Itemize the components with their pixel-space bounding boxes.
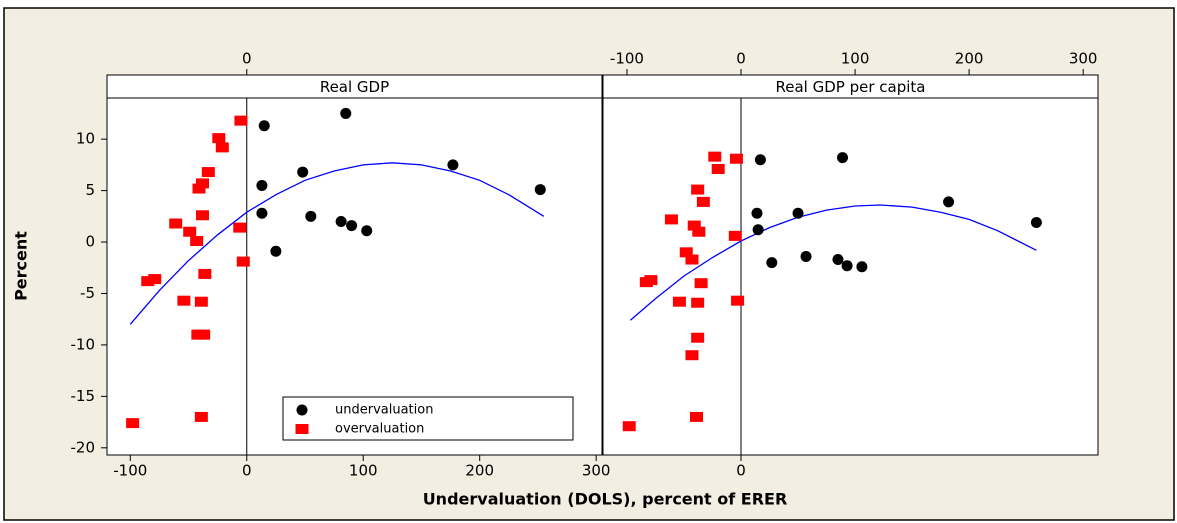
data-point bbox=[1030, 216, 1042, 228]
data-point bbox=[685, 350, 699, 361]
legend-label: overvaluation bbox=[335, 422, 424, 437]
x-tick-label: 0 bbox=[242, 462, 252, 480]
plot-area bbox=[602, 97, 1099, 456]
data-point bbox=[258, 120, 270, 132]
data-point bbox=[692, 226, 706, 237]
data-point bbox=[792, 207, 804, 219]
legend-box bbox=[282, 396, 574, 441]
data-point bbox=[694, 278, 708, 289]
data-point bbox=[126, 418, 140, 429]
data-point bbox=[664, 214, 678, 225]
legend-label: undervaluation bbox=[335, 403, 433, 418]
data-point bbox=[236, 256, 250, 267]
panel-strip bbox=[106, 74, 603, 99]
fit-curve bbox=[129, 162, 545, 325]
panel-strip bbox=[602, 74, 1099, 99]
data-point bbox=[800, 250, 812, 262]
x-tick-label: 0 bbox=[242, 50, 252, 68]
data-point bbox=[233, 222, 247, 233]
legend-marker bbox=[295, 424, 309, 434]
data-point bbox=[832, 254, 844, 266]
data-point bbox=[534, 184, 546, 196]
data-point bbox=[234, 115, 248, 126]
data-point bbox=[361, 225, 373, 237]
panel-title: Real GDP bbox=[320, 78, 389, 96]
data-point bbox=[169, 218, 183, 229]
x-tick-label: 300 bbox=[582, 462, 611, 480]
data-point bbox=[690, 411, 704, 422]
data-point bbox=[190, 236, 204, 247]
data-point bbox=[270, 245, 282, 257]
x-tick-label: 300 bbox=[1069, 50, 1098, 68]
data-point bbox=[194, 296, 208, 307]
y-tick-label: 0 bbox=[85, 233, 95, 251]
data-point bbox=[729, 153, 743, 164]
y-tick-label: 10 bbox=[76, 130, 95, 148]
data-point bbox=[691, 184, 705, 195]
data-point bbox=[201, 167, 215, 178]
data-point bbox=[841, 260, 853, 272]
data-point bbox=[198, 268, 212, 279]
data-point bbox=[215, 142, 229, 153]
data-point bbox=[335, 215, 347, 227]
data-point bbox=[696, 196, 710, 207]
data-point bbox=[297, 166, 309, 178]
data-point bbox=[856, 261, 868, 273]
data-point bbox=[148, 274, 162, 285]
data-point bbox=[751, 207, 763, 219]
x-tick-label: 100 bbox=[349, 462, 378, 480]
data-point bbox=[194, 411, 208, 422]
y-tick-label: -5 bbox=[80, 284, 95, 302]
data-point bbox=[754, 154, 766, 166]
data-point bbox=[622, 421, 636, 432]
data-point bbox=[708, 151, 722, 162]
data-point bbox=[177, 295, 191, 306]
data-point bbox=[346, 220, 358, 232]
x-tick-label: 0 bbox=[736, 462, 746, 480]
x-tick-label: 100 bbox=[841, 50, 870, 68]
x-tick-label: 0 bbox=[736, 50, 746, 68]
data-point bbox=[766, 257, 778, 269]
x-tick-label: 200 bbox=[465, 462, 494, 480]
y-tick-label: -20 bbox=[71, 438, 96, 456]
data-point bbox=[256, 179, 268, 191]
data-point bbox=[672, 296, 686, 307]
data-point bbox=[679, 247, 693, 258]
x-tick-label: -100 bbox=[610, 50, 644, 68]
data-point bbox=[141, 276, 155, 287]
x-tick-label: 200 bbox=[955, 50, 984, 68]
data-point bbox=[687, 220, 701, 231]
data-point bbox=[752, 224, 764, 236]
data-point bbox=[685, 254, 699, 265]
data-point bbox=[197, 329, 211, 340]
panel-title: Real GDP per capita bbox=[776, 78, 926, 96]
data-point bbox=[212, 133, 226, 144]
legend-marker bbox=[296, 404, 308, 416]
data-point bbox=[196, 178, 210, 189]
fit-curve bbox=[629, 204, 1037, 321]
data-point bbox=[196, 210, 210, 221]
y-tick-label: -15 bbox=[71, 387, 96, 405]
data-point bbox=[711, 163, 725, 174]
data-point bbox=[447, 159, 459, 171]
data-point bbox=[943, 196, 955, 208]
y-axis-label: Percent bbox=[12, 231, 31, 301]
data-point bbox=[731, 295, 745, 306]
data-point bbox=[183, 226, 197, 237]
data-point bbox=[192, 183, 206, 194]
y-tick-label: -10 bbox=[71, 335, 96, 353]
data-point bbox=[691, 332, 705, 343]
data-point bbox=[837, 152, 849, 164]
data-point bbox=[340, 107, 352, 119]
y-tick-label: 5 bbox=[85, 181, 95, 199]
data-point bbox=[728, 230, 742, 241]
data-point bbox=[639, 277, 653, 288]
data-point bbox=[691, 297, 705, 308]
x-axis-label: Undervaluation (DOLS), percent of ERER bbox=[423, 490, 788, 509]
data-point bbox=[256, 207, 268, 219]
data-point bbox=[305, 210, 317, 222]
x-tick-label: -100 bbox=[113, 462, 147, 480]
